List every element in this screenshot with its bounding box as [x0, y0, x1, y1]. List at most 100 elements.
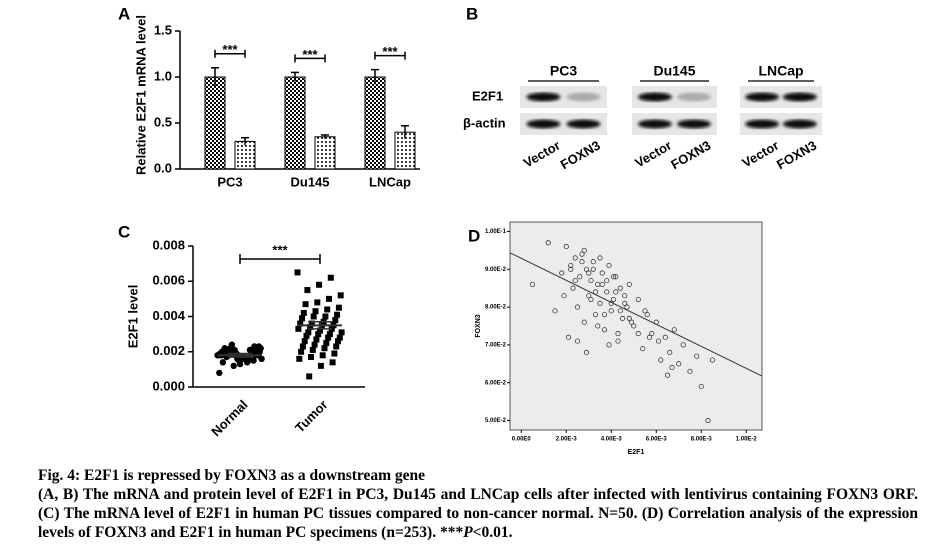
x-tick-label: Du145	[290, 174, 329, 189]
data-point	[333, 343, 340, 350]
data-point	[301, 338, 308, 345]
data-point	[606, 342, 612, 348]
data-point	[694, 353, 700, 359]
blot-band	[637, 119, 672, 129]
significance-label: ***	[302, 47, 318, 62]
blot-band	[745, 119, 780, 129]
data-point	[583, 349, 590, 356]
blot-band	[566, 119, 601, 129]
data-point	[599, 281, 605, 287]
data-point	[299, 343, 306, 350]
blot-band	[637, 92, 672, 102]
data-point	[335, 338, 341, 345]
data-point	[705, 417, 711, 424]
caption-body: (A, B) The mRNA and protein level of E2F…	[38, 485, 918, 542]
data-point	[604, 278, 610, 284]
x-tick-label: Normal	[208, 397, 250, 439]
group-label: Du145	[653, 63, 695, 79]
data-point	[552, 308, 558, 314]
data-point	[319, 352, 326, 359]
data-point	[667, 349, 673, 356]
y-tick-label: 0.000	[152, 378, 185, 393]
data-point	[311, 341, 318, 348]
error-bar	[401, 125, 409, 139]
data-point	[338, 329, 345, 336]
data-point	[322, 313, 329, 320]
y-tick-label: 0.5	[154, 114, 172, 129]
data-point	[308, 354, 314, 361]
y-tick-label: 7.00E-2	[485, 342, 507, 348]
y-tick-label: 0.0	[154, 160, 172, 175]
x-tick-label: 6.00E-3	[646, 437, 668, 443]
data-point	[317, 362, 324, 369]
significance-label: ***	[382, 44, 398, 59]
data-point	[309, 346, 316, 353]
data-point	[332, 317, 339, 324]
data-point	[642, 308, 648, 314]
x-tick-label: 4.00E-3	[601, 437, 623, 443]
data-point	[604, 289, 610, 295]
error-bar	[291, 71, 299, 82]
y-tick-label: 1.0	[154, 68, 172, 83]
data-point	[317, 327, 323, 334]
blot-band	[566, 92, 601, 102]
data-point	[617, 285, 623, 291]
data-point	[626, 281, 632, 287]
group-label: PC3	[550, 63, 577, 79]
lane-label: Vector	[521, 138, 563, 171]
data-point	[599, 270, 605, 276]
data-point	[615, 338, 621, 344]
blot-strip	[520, 113, 607, 135]
x-tick-label: 2.00E-3	[556, 437, 578, 443]
data-point	[334, 311, 341, 318]
significance-label: ***	[222, 42, 238, 57]
data-point	[601, 327, 608, 333]
panel-label: D	[468, 226, 480, 245]
data-point	[595, 323, 601, 329]
caption-text: <0.01.	[472, 524, 513, 541]
data-point	[671, 327, 677, 333]
data-point	[583, 266, 590, 272]
lane-label: FOXN3	[558, 138, 603, 173]
data-point	[219, 359, 227, 366]
data-point	[327, 274, 334, 281]
caption-italic: P	[463, 524, 473, 541]
blot-strip	[632, 113, 717, 135]
bar	[234, 140, 256, 170]
y-tick-label: 6.00E-2	[485, 380, 507, 386]
data-point	[306, 373, 313, 380]
data-point	[310, 313, 317, 320]
data-point	[597, 255, 603, 261]
x-tick-label: PC3	[217, 174, 242, 189]
x-axis-label: E2F1	[628, 449, 645, 456]
y-tick-label: 5.00E-2	[485, 418, 507, 424]
data-point	[628, 319, 635, 325]
blot-band	[677, 119, 712, 129]
data-point	[574, 304, 581, 310]
data-point	[314, 299, 321, 306]
lane-label: Vector	[739, 138, 781, 171]
y-axis-label: Relative E2F1 mRNA level	[133, 15, 148, 175]
data-point	[606, 262, 612, 269]
data-point	[590, 259, 596, 265]
data-point	[624, 304, 630, 310]
data-point	[577, 274, 583, 280]
data-point	[297, 320, 304, 327]
data-point	[302, 301, 309, 308]
data-point	[323, 339, 330, 346]
blot-band	[782, 119, 817, 129]
blot-band	[526, 92, 561, 102]
x-tick-label: Tumor	[292, 397, 331, 436]
bar	[314, 136, 336, 170]
data-point	[644, 312, 650, 318]
data-point	[588, 296, 594, 303]
data-point	[529, 281, 536, 287]
x-tick-label: LNCap	[369, 174, 411, 189]
data-point	[622, 300, 628, 306]
data-point	[655, 338, 662, 344]
error-bar	[241, 136, 249, 146]
panel-label: A	[118, 4, 130, 23]
data-point	[325, 334, 332, 341]
data-point	[236, 360, 244, 368]
x-tick-label: 8.00E-3	[691, 437, 713, 443]
